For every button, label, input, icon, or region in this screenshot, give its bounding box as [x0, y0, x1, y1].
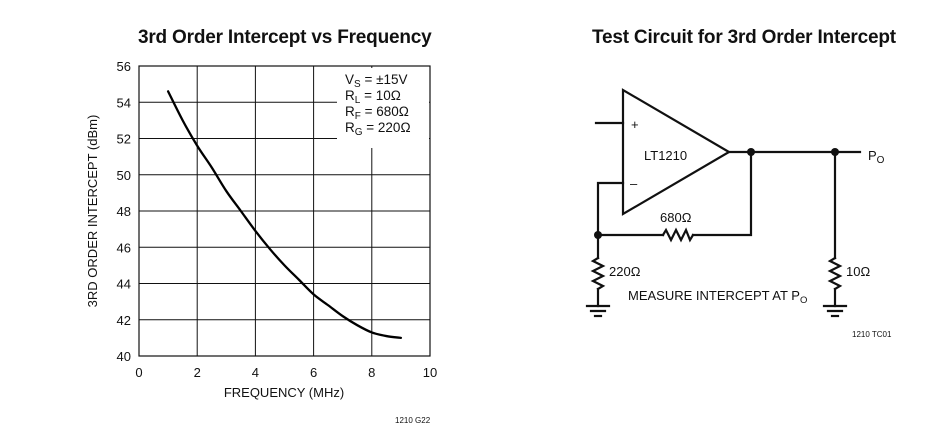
junction-dot-feedback: [747, 148, 755, 156]
y-tick-label: 44: [117, 277, 131, 292]
plot-frame: [138, 65, 431, 357]
x-tick-label: 0: [135, 365, 142, 380]
chart-title: 3rd Order Intercept vs Frequency: [138, 27, 432, 48]
plus-label: +: [631, 117, 639, 132]
x-tick-label: 8: [368, 365, 375, 380]
y-tick-label: 54: [117, 95, 131, 110]
rf-label: 680Ω: [660, 210, 692, 225]
chart-figure-id: 1210 G22: [395, 416, 431, 425]
test-circuit-diagram: [585, 88, 862, 318]
output-label: PO: [868, 148, 885, 166]
condition-line: RF = 680Ω: [345, 104, 409, 122]
opamp-label: LT1210: [644, 148, 687, 163]
ground-symbol-right: [822, 304, 848, 318]
rf-resistor: [661, 227, 695, 243]
circuit-figure-id: 1210 TC01: [852, 330, 892, 339]
y-tick-label: 52: [117, 132, 131, 147]
condition-line: RG = 220Ω: [345, 120, 411, 138]
series-line: [166, 90, 403, 340]
minus-label: –: [630, 176, 638, 191]
y-tick-labels: 40 42 44 46 48 50 52 54 56: [117, 59, 131, 364]
ground-symbol-left: [585, 304, 611, 318]
measure-label: MEASURE INTERCEPT AT PO: [628, 288, 807, 306]
junction-dot-output: [831, 148, 839, 156]
x-tick-label: 6: [310, 365, 317, 380]
circuit-title: Test Circuit for 3rd Order Intercept: [592, 27, 896, 48]
x-tick-label: 2: [194, 365, 201, 380]
opamp-symbol: [621, 88, 732, 216]
x-tick-label: 4: [252, 365, 259, 380]
rl-resistor: [827, 256, 843, 291]
rl-label: 10Ω: [846, 264, 870, 279]
x-tick-labels: 0 2 4 6 8 10: [135, 365, 437, 380]
grid: [139, 66, 430, 356]
condition-line: VS = ±15V: [345, 72, 408, 90]
condition-line: RL = 10Ω: [345, 88, 401, 106]
y-axis-label: 3RD ORDER INTERCEPT (dBm): [85, 115, 100, 308]
y-tick-label: 48: [117, 204, 131, 219]
y-tick-label: 46: [117, 240, 131, 255]
junction-dot-input: [594, 231, 602, 239]
x-axis-label: FREQUENCY (MHz): [224, 385, 344, 400]
rg-label: 220Ω: [609, 264, 641, 279]
y-tick-label: 40: [117, 349, 131, 364]
rg-resistor: [590, 256, 606, 291]
x-tick-label: 10: [423, 365, 437, 380]
feedback-wire-right: [691, 150, 753, 237]
conditions-box: [337, 68, 429, 148]
y-tick-label: 42: [117, 313, 131, 328]
minus-input-lead: [596, 181, 625, 237]
y-tick-label: 56: [117, 59, 131, 74]
y-tick-label: 50: [117, 168, 131, 183]
